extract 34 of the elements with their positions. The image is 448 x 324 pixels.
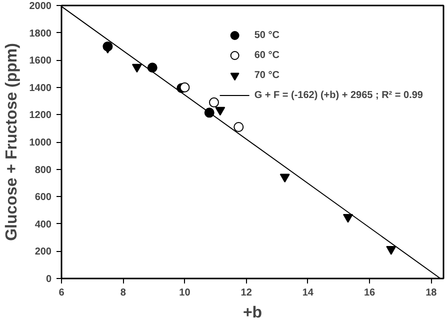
point (208, 97, 219, 108)
point (280, 174, 290, 183)
x-tick-label: 16 (364, 288, 376, 298)
x-axis-title: +b (242, 304, 262, 322)
y-tick-label: 0 (46, 274, 52, 285)
y-tick-label: 600 (34, 192, 52, 204)
x-tick-label: 10 (179, 288, 191, 298)
y-tick-label: 200 (34, 246, 52, 258)
point (343, 214, 353, 223)
point (215, 106, 226, 116)
point (132, 64, 142, 73)
y-axis-title: Glucose + Fructose (ppm) (3, 43, 20, 241)
y-tick-label: 400 (34, 219, 52, 230)
y-tick-label: 1200 (29, 110, 52, 122)
legend-label: 60 °C (254, 49, 280, 61)
point (147, 62, 158, 73)
y-tick-label: 1800 (29, 28, 52, 40)
y-tick-label: 2000 (29, 1, 52, 12)
point (386, 246, 396, 255)
y-tick-label: 1600 (29, 56, 52, 67)
point (234, 122, 244, 132)
x-tick-label: 8 (120, 288, 126, 298)
point (180, 82, 190, 92)
point (102, 44, 113, 54)
y-tick-label: 800 (34, 164, 52, 176)
x-tick-label: 14 (302, 288, 314, 298)
x-tick-label: 18 (426, 288, 438, 298)
legend-label: G + F = (-162) (+b) + 2965 ; R² = 0.99 (254, 89, 423, 101)
legend-label: 50 °C (254, 29, 280, 41)
y-tick-label: 1400 (29, 82, 52, 94)
x-tick-label: 12 (240, 288, 252, 298)
x-tick-label: 6 (58, 288, 65, 298)
legend-label: 70 °C (254, 69, 280, 81)
y-tick-label: 1000 (29, 138, 52, 148)
